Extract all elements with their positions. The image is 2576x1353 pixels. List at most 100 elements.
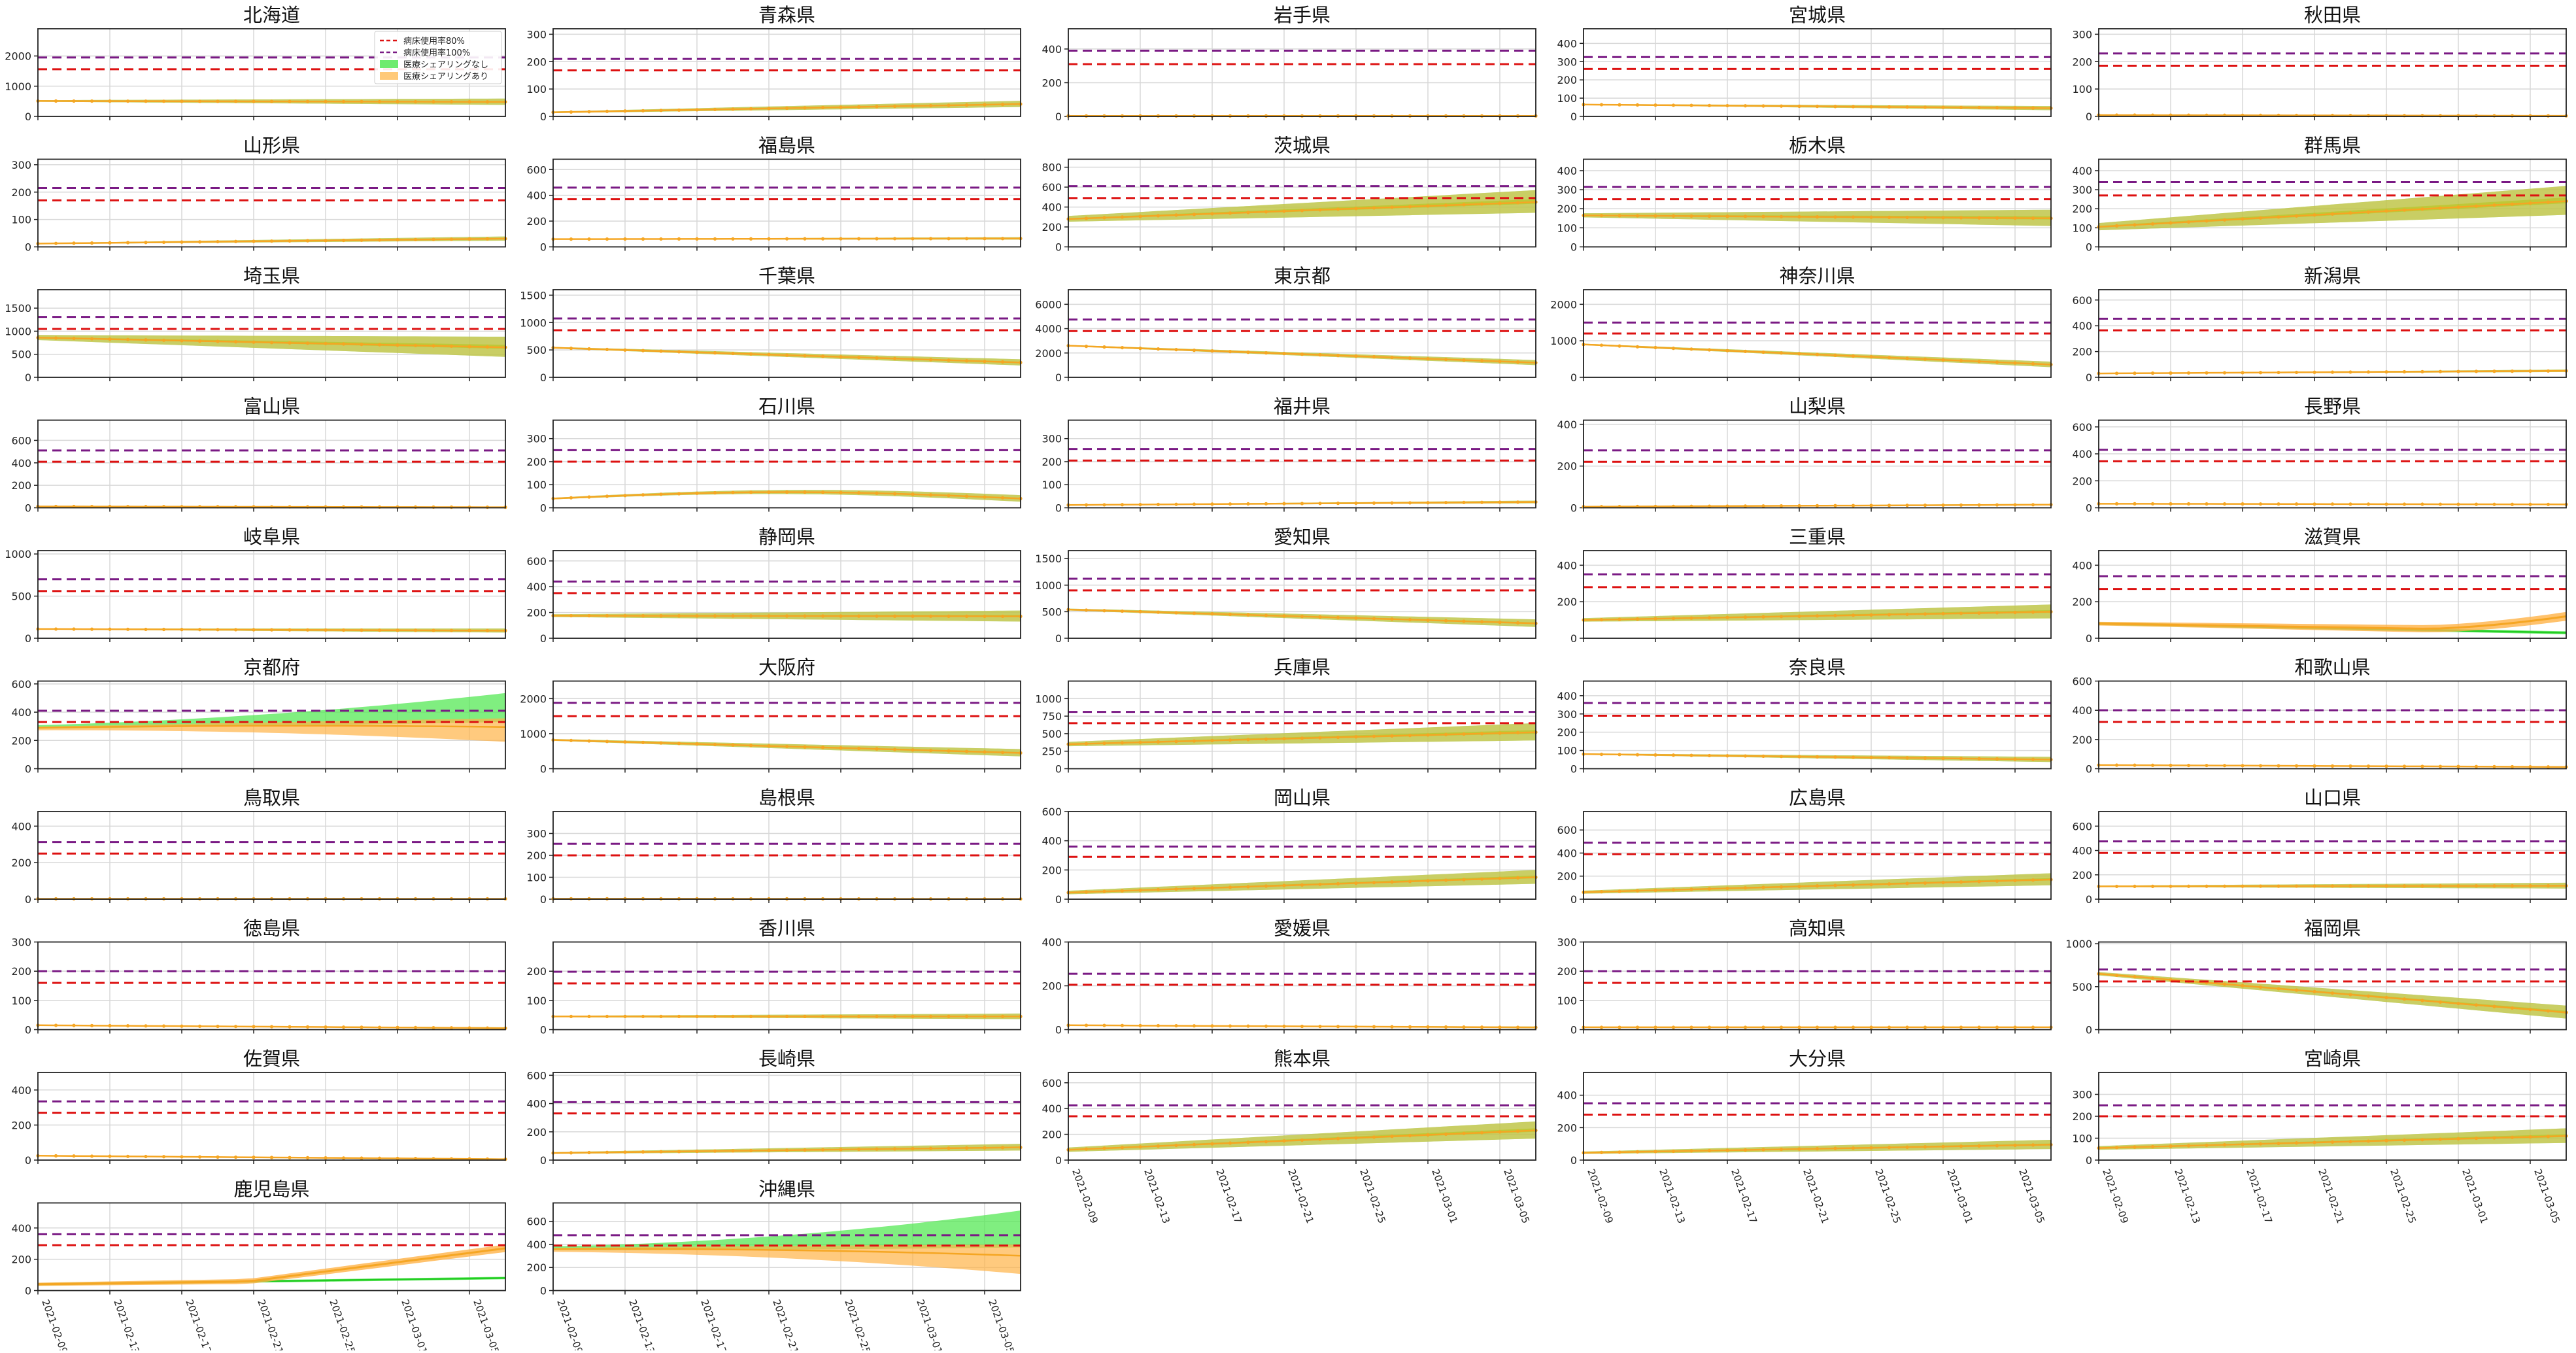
- series-point: [2456, 1002, 2460, 1005]
- y-tick-label: 0: [1055, 1154, 1062, 1167]
- series-point: [2492, 1005, 2496, 1008]
- series-point: [2547, 1135, 2550, 1138]
- y-tick-label: 0: [2086, 371, 2092, 384]
- series-point: [90, 337, 93, 340]
- series-point: [378, 238, 381, 241]
- series-point: [839, 491, 842, 494]
- series-point: [1408, 1134, 1412, 1137]
- x-tick-label: 2021-03-05: [2016, 1167, 2047, 1225]
- panel-title: 岡山県: [1274, 787, 1330, 809]
- series-point: [1905, 1146, 1908, 1149]
- series-point: [1372, 617, 1376, 620]
- series-point: [2384, 370, 2388, 373]
- x-tick-label: 2021-03-01: [399, 1298, 430, 1350]
- series-point: [72, 337, 75, 340]
- series-point: [342, 342, 345, 345]
- series-point: [587, 110, 590, 113]
- series-point: [1372, 355, 1376, 358]
- series-point: [1157, 1024, 1160, 1027]
- series-point: [198, 99, 201, 103]
- series-point: [1210, 349, 1213, 352]
- y-tick-label: 300: [2072, 28, 2092, 41]
- series-point: [1780, 615, 1783, 618]
- series-point: [1138, 889, 1142, 892]
- series-point: [965, 749, 968, 753]
- y-tick-label: 0: [1570, 371, 1577, 384]
- series-point: [1744, 754, 1747, 757]
- series-point: [54, 1023, 58, 1027]
- series-point: [1300, 883, 1304, 887]
- series-point: [2241, 885, 2244, 888]
- series-point: [342, 1156, 345, 1159]
- y-tick-label: 600: [2072, 421, 2092, 434]
- series-point: [2151, 502, 2154, 505]
- series-point: [821, 354, 824, 358]
- series-point: [2511, 203, 2514, 206]
- series-point: [641, 1015, 645, 1018]
- series-point: [587, 1015, 590, 1018]
- series-point: [252, 628, 255, 631]
- series-point: [198, 1156, 201, 1159]
- series-point: [2511, 884, 2514, 887]
- series-point: [1888, 882, 1891, 885]
- series-point: [1444, 878, 1448, 882]
- series-point: [1672, 617, 1675, 620]
- series-point: [1995, 757, 1999, 761]
- y-tick-label: 500: [1042, 606, 1062, 618]
- series-point: [1462, 203, 1465, 206]
- series-point: [1995, 503, 1999, 506]
- series-point: [180, 1155, 183, 1158]
- series-point: [2475, 503, 2478, 506]
- series-point: [1761, 755, 1765, 758]
- series-point: [126, 99, 129, 103]
- series-point: [396, 628, 399, 632]
- y-tick-label: 200: [526, 456, 547, 468]
- series-point: [623, 740, 626, 744]
- series-point: [1246, 885, 1249, 888]
- plot-area: [2099, 290, 2566, 377]
- series-point: [1102, 345, 1106, 349]
- series-point: [2295, 502, 2298, 505]
- series-point: [1300, 615, 1304, 618]
- y-tick-label: 100: [526, 479, 547, 491]
- series-point: [396, 238, 399, 241]
- series-point: [2331, 502, 2334, 505]
- series-point: [1264, 738, 1268, 741]
- series-point: [108, 1155, 111, 1158]
- series-point: [2403, 997, 2406, 1001]
- y-tick-label: 300: [1557, 708, 1577, 721]
- series-point: [1816, 353, 1819, 356]
- series-point: [2439, 1001, 2442, 1004]
- y-tick-label: 100: [1557, 745, 1577, 757]
- y-tick-label: 2000: [5, 50, 31, 63]
- series-point: [1816, 755, 1819, 759]
- series-point: [1869, 504, 1873, 507]
- series-point: [1708, 616, 1711, 619]
- series-point: [1852, 1146, 1855, 1150]
- series-point: [1888, 1146, 1891, 1149]
- series-point: [2223, 885, 2226, 888]
- y-tick-label: 400: [1557, 559, 1577, 572]
- y-tick-label: 300: [1042, 433, 1062, 445]
- series-point: [432, 628, 435, 632]
- series-point: [785, 490, 788, 494]
- series-point: [1462, 1025, 1465, 1029]
- series-point: [2439, 502, 2442, 505]
- series-point: [1653, 1150, 1657, 1153]
- series-point: [2115, 224, 2118, 228]
- series-point: [2013, 1144, 2016, 1147]
- series-point: [1085, 890, 1088, 893]
- series-point: [1618, 1025, 1621, 1029]
- series-point: [1264, 884, 1268, 887]
- y-tick-label: 500: [2072, 981, 2092, 993]
- series-point: [1001, 103, 1004, 106]
- series-point: [1480, 1025, 1483, 1029]
- series-point: [1672, 1025, 1675, 1029]
- y-tick-label: 200: [2072, 475, 2092, 487]
- series-point: [1246, 1140, 1249, 1144]
- series-point: [803, 745, 806, 749]
